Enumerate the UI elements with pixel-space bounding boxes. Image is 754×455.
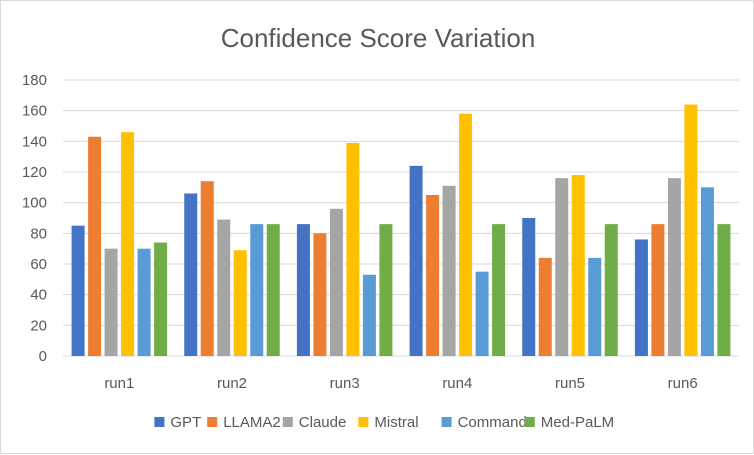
bar-command-run3 (362, 274, 376, 356)
legend-swatch (524, 417, 535, 427)
legend-swatch (358, 417, 369, 427)
bar-claude-run4 (442, 185, 456, 356)
bar-mistral-run1 (121, 132, 135, 356)
bar-med-palm-run5 (604, 224, 618, 356)
legend-item-claude: Claude (282, 414, 347, 431)
bar-mistral-run2 (233, 250, 247, 356)
legend-swatch (441, 417, 452, 427)
bar-med-palm-run2 (266, 224, 280, 356)
y-tick-label: 40 (30, 287, 47, 304)
bar-llama2-run6 (651, 224, 665, 356)
bar-mistral-run6 (684, 104, 698, 357)
bar-claude-run5 (555, 178, 569, 356)
y-tick-label: 0 (39, 348, 47, 365)
bar-command-run2 (250, 224, 264, 356)
gridlines (63, 79, 739, 357)
y-tick-label: 60 (30, 256, 47, 273)
y-tick-label: 140 (22, 133, 47, 150)
legend-label: Claude (299, 414, 347, 431)
y-tick-label: 180 (22, 72, 47, 89)
bar-med-palm-run4 (492, 224, 506, 356)
y-tick-label: 20 (30, 317, 47, 334)
chart-title: Confidence Score Variation (221, 23, 536, 53)
x-category-label: run2 (217, 375, 247, 392)
bar-command-run5 (588, 257, 602, 356)
legend-item-gpt: GPT (154, 414, 201, 431)
bar-gpt-run1 (71, 225, 85, 356)
x-category-label: run4 (442, 375, 472, 392)
legend-swatch (282, 417, 293, 427)
legend-item-med-palm: Med-PaLM (524, 414, 614, 431)
bar-gpt-run6 (634, 239, 648, 356)
bar-llama2-run3 (313, 233, 327, 356)
bar-med-palm-run6 (717, 224, 731, 356)
legend-label: LLAMA2 (223, 414, 281, 431)
bar-mistral-run3 (346, 142, 360, 356)
bar-med-palm-run1 (154, 242, 168, 356)
bar-llama2-run1 (88, 136, 102, 356)
bar-command-run4 (475, 271, 489, 356)
legend-label: Mistral (374, 414, 418, 431)
bar-llama2-run5 (538, 257, 552, 356)
bar-llama2-run4 (426, 195, 440, 356)
x-category-label: run3 (330, 375, 360, 392)
legend-item-mistral: Mistral (358, 414, 419, 431)
bar-command-run1 (137, 248, 151, 356)
y-axis-ticks: 0 20 40 60 80 100 120 140 160 180 (22, 72, 47, 365)
bar-claude-run1 (104, 248, 118, 356)
bar-gpt-run4 (409, 165, 423, 356)
legend-label: GPT (170, 414, 201, 431)
bars (71, 104, 731, 357)
legend-swatch (154, 417, 165, 427)
bar-claude-run2 (217, 219, 231, 356)
y-tick-label: 100 (22, 195, 47, 212)
legend-label: Med-PaLM (541, 414, 614, 431)
bar-gpt-run2 (184, 193, 198, 356)
bar-gpt-run3 (296, 224, 310, 356)
y-tick-label: 160 (22, 103, 47, 120)
bar-claude-run3 (329, 208, 343, 356)
y-tick-label: 80 (30, 225, 47, 242)
legend-label: Command (458, 414, 527, 431)
bar-claude-run6 (667, 178, 681, 356)
legend: GPT LLAMA2 Claude Mistral Command Med-PaLM (154, 414, 614, 431)
bar-llama2-run2 (200, 181, 214, 356)
legend-item-llama2: LLAMA2 (207, 414, 281, 431)
x-category-label: run6 (668, 375, 698, 392)
bar-command-run6 (700, 187, 714, 356)
y-tick-label: 120 (22, 164, 47, 181)
legend-item-command: Command (441, 414, 527, 431)
x-category-label: run1 (104, 375, 134, 392)
bar-med-palm-run3 (379, 224, 393, 356)
x-category-label: run5 (555, 375, 585, 392)
legend-swatch (207, 417, 218, 427)
bar-mistral-run5 (571, 175, 585, 356)
x-axis-categories: run1 run2 run3 run4 run5 run6 (104, 375, 697, 392)
bar-gpt-run5 (522, 218, 536, 356)
bar-mistral-run4 (459, 113, 473, 356)
